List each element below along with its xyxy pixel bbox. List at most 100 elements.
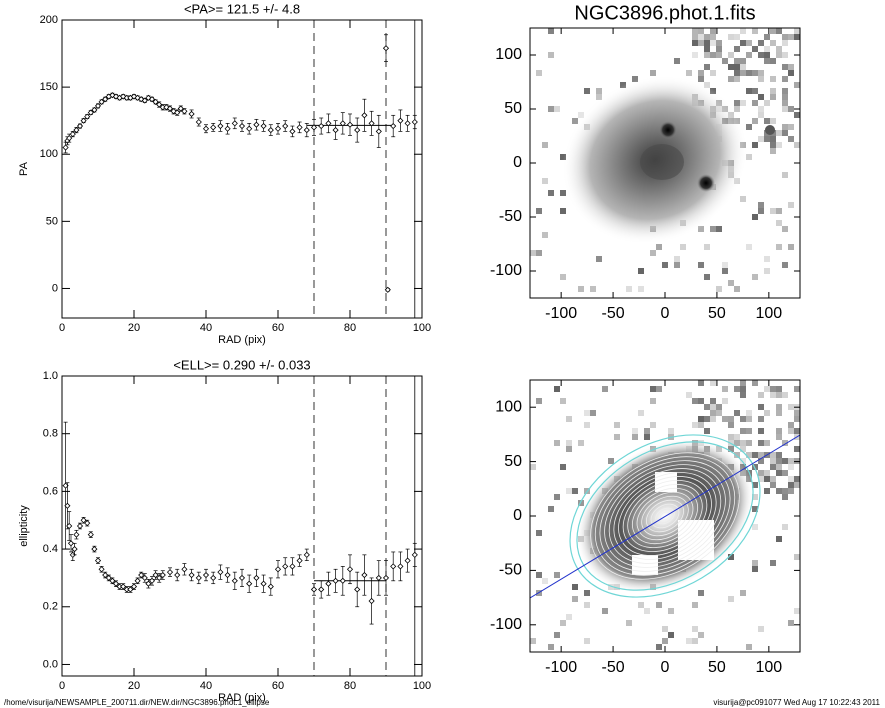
data-point [267,583,274,590]
y-tick-label: -100 [490,616,522,633]
x-axis-label: RAD (pix) [218,334,266,346]
data-point [296,557,303,564]
data-point [318,586,325,593]
noise-pixel [728,596,734,602]
x-tick-label: 0 [661,305,670,322]
noise-pixel [764,470,770,476]
noise-pixel [740,70,746,76]
noise-pixel [764,268,770,274]
noise-pixel [770,142,776,148]
noise-pixel [590,410,596,416]
data-point [390,122,397,130]
noise-pixel [788,620,794,626]
noise-pixel [572,118,578,124]
data-point [174,109,181,116]
noise-pixel [734,106,740,112]
data-point [181,566,188,573]
noise-pixel [788,244,794,250]
noise-pixel [740,392,746,398]
data-point [217,122,224,130]
data-point [397,563,404,570]
noise-pixel [746,88,752,94]
noise-pixel [578,112,584,118]
y-tick-label: 100 [495,398,522,415]
noise-pixel [788,64,794,70]
noise-pixel [734,100,740,106]
data-point [296,124,303,131]
noise-pixel [692,422,698,428]
noise-pixel [752,524,758,530]
noise-pixel [782,88,788,94]
noise-pixel [692,638,698,644]
noise-pixel [554,632,560,638]
data-point [84,113,91,120]
noise-pixel [638,268,644,274]
noise-pixel [752,88,758,94]
noise-pixel [788,70,794,76]
image-noise [530,28,800,292]
noise-pixel [656,644,662,650]
noise-pixel [584,422,590,428]
data-point [260,122,267,130]
x-tick-label: 40 [200,680,212,692]
noise-pixel [794,386,800,392]
noise-pixel [602,608,608,614]
noise-pixel [698,422,704,428]
noise-pixel [776,392,782,398]
noise-pixel [782,100,788,106]
noise-pixel [554,494,560,500]
noise-pixel [644,434,650,440]
noise-pixel [692,626,698,632]
noise-pixel [764,118,770,124]
noise-pixel [716,226,722,232]
y-tick-label: 0 [52,282,58,294]
noise-pixel [734,46,740,52]
noise-pixel [728,446,734,452]
data-point [274,566,282,573]
noise-pixel [782,392,788,398]
data-point [253,121,260,128]
chart-title: NGC3896.phot.1.fits [574,2,755,24]
noise-pixel [746,410,752,416]
noise-pixel [740,58,746,64]
data-point [361,571,368,579]
noise-pixel [782,226,788,232]
noise-pixel [698,226,704,232]
noise-pixel [734,58,740,64]
noise-pixel [794,482,800,488]
data-point [375,574,382,581]
noise-pixel [782,64,788,70]
plot-frame [61,19,423,319]
noise-pixel [764,476,770,482]
y-tick-label: 100 [495,46,522,63]
noise-pixel [776,404,782,410]
noise-pixel [782,76,788,82]
noise-pixel [758,106,764,112]
data-point [361,112,368,119]
noise-pixel [692,52,698,58]
noise-pixel [746,440,752,446]
noise-pixel [638,602,644,608]
noise-pixel [584,638,590,644]
data-point [246,125,253,132]
noise-pixel [752,560,758,566]
noise-pixel [758,440,764,446]
noise-pixel [746,40,752,46]
noise-pixel [704,52,710,58]
noise-pixel [734,452,740,458]
noise-pixel [728,280,734,286]
noise-pixel [698,398,704,404]
noise-pixel [716,286,722,292]
noise-pixel [740,386,746,392]
noise-pixel [566,416,572,422]
noise-pixel [614,422,620,428]
noise-pixel [698,70,704,76]
noise-pixel [746,124,752,130]
data-point [382,574,390,581]
noise-pixel [662,626,668,632]
noise-pixel [782,494,788,500]
noise-pixel [770,76,776,82]
data-point [224,571,231,579]
noise-pixel [734,386,740,392]
